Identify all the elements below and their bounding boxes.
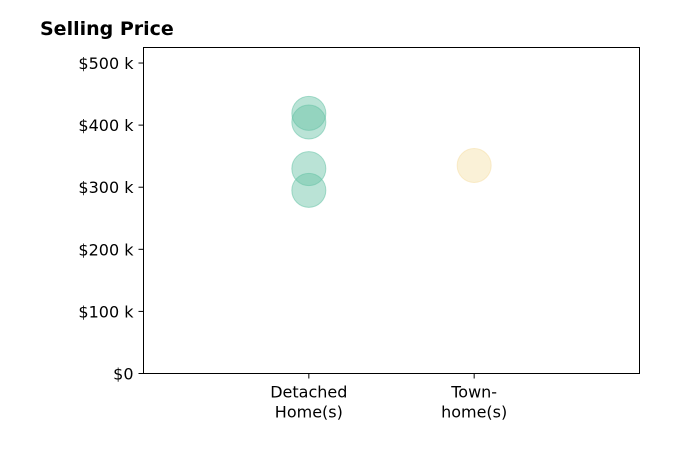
y-tick-label: $100 k (78, 302, 134, 321)
plot-frame (143, 47, 640, 374)
x-tick-label: Home(s) (275, 403, 343, 422)
data-point (456, 147, 492, 183)
y-tick-label: $400 k (78, 116, 134, 135)
y-tick-label: $200 k (78, 240, 134, 259)
x-tick-label: Detached (270, 383, 347, 402)
y-tick-label: $300 k (78, 178, 134, 197)
data-point (291, 95, 327, 131)
data-point (291, 104, 327, 140)
x-tick-label: Town- (450, 383, 497, 402)
data-points (291, 95, 492, 208)
x-tick-label: home(s) (441, 403, 507, 422)
y-axis-ticks: $0 $100 k $200 k $300 k $400 k $500 k (78, 54, 144, 384)
y-tick-label: $0 (113, 365, 133, 384)
data-point (291, 172, 327, 208)
y-tick-label: $500 k (78, 54, 134, 73)
chart-title: Selling Price (40, 18, 174, 40)
data-point (291, 151, 327, 187)
